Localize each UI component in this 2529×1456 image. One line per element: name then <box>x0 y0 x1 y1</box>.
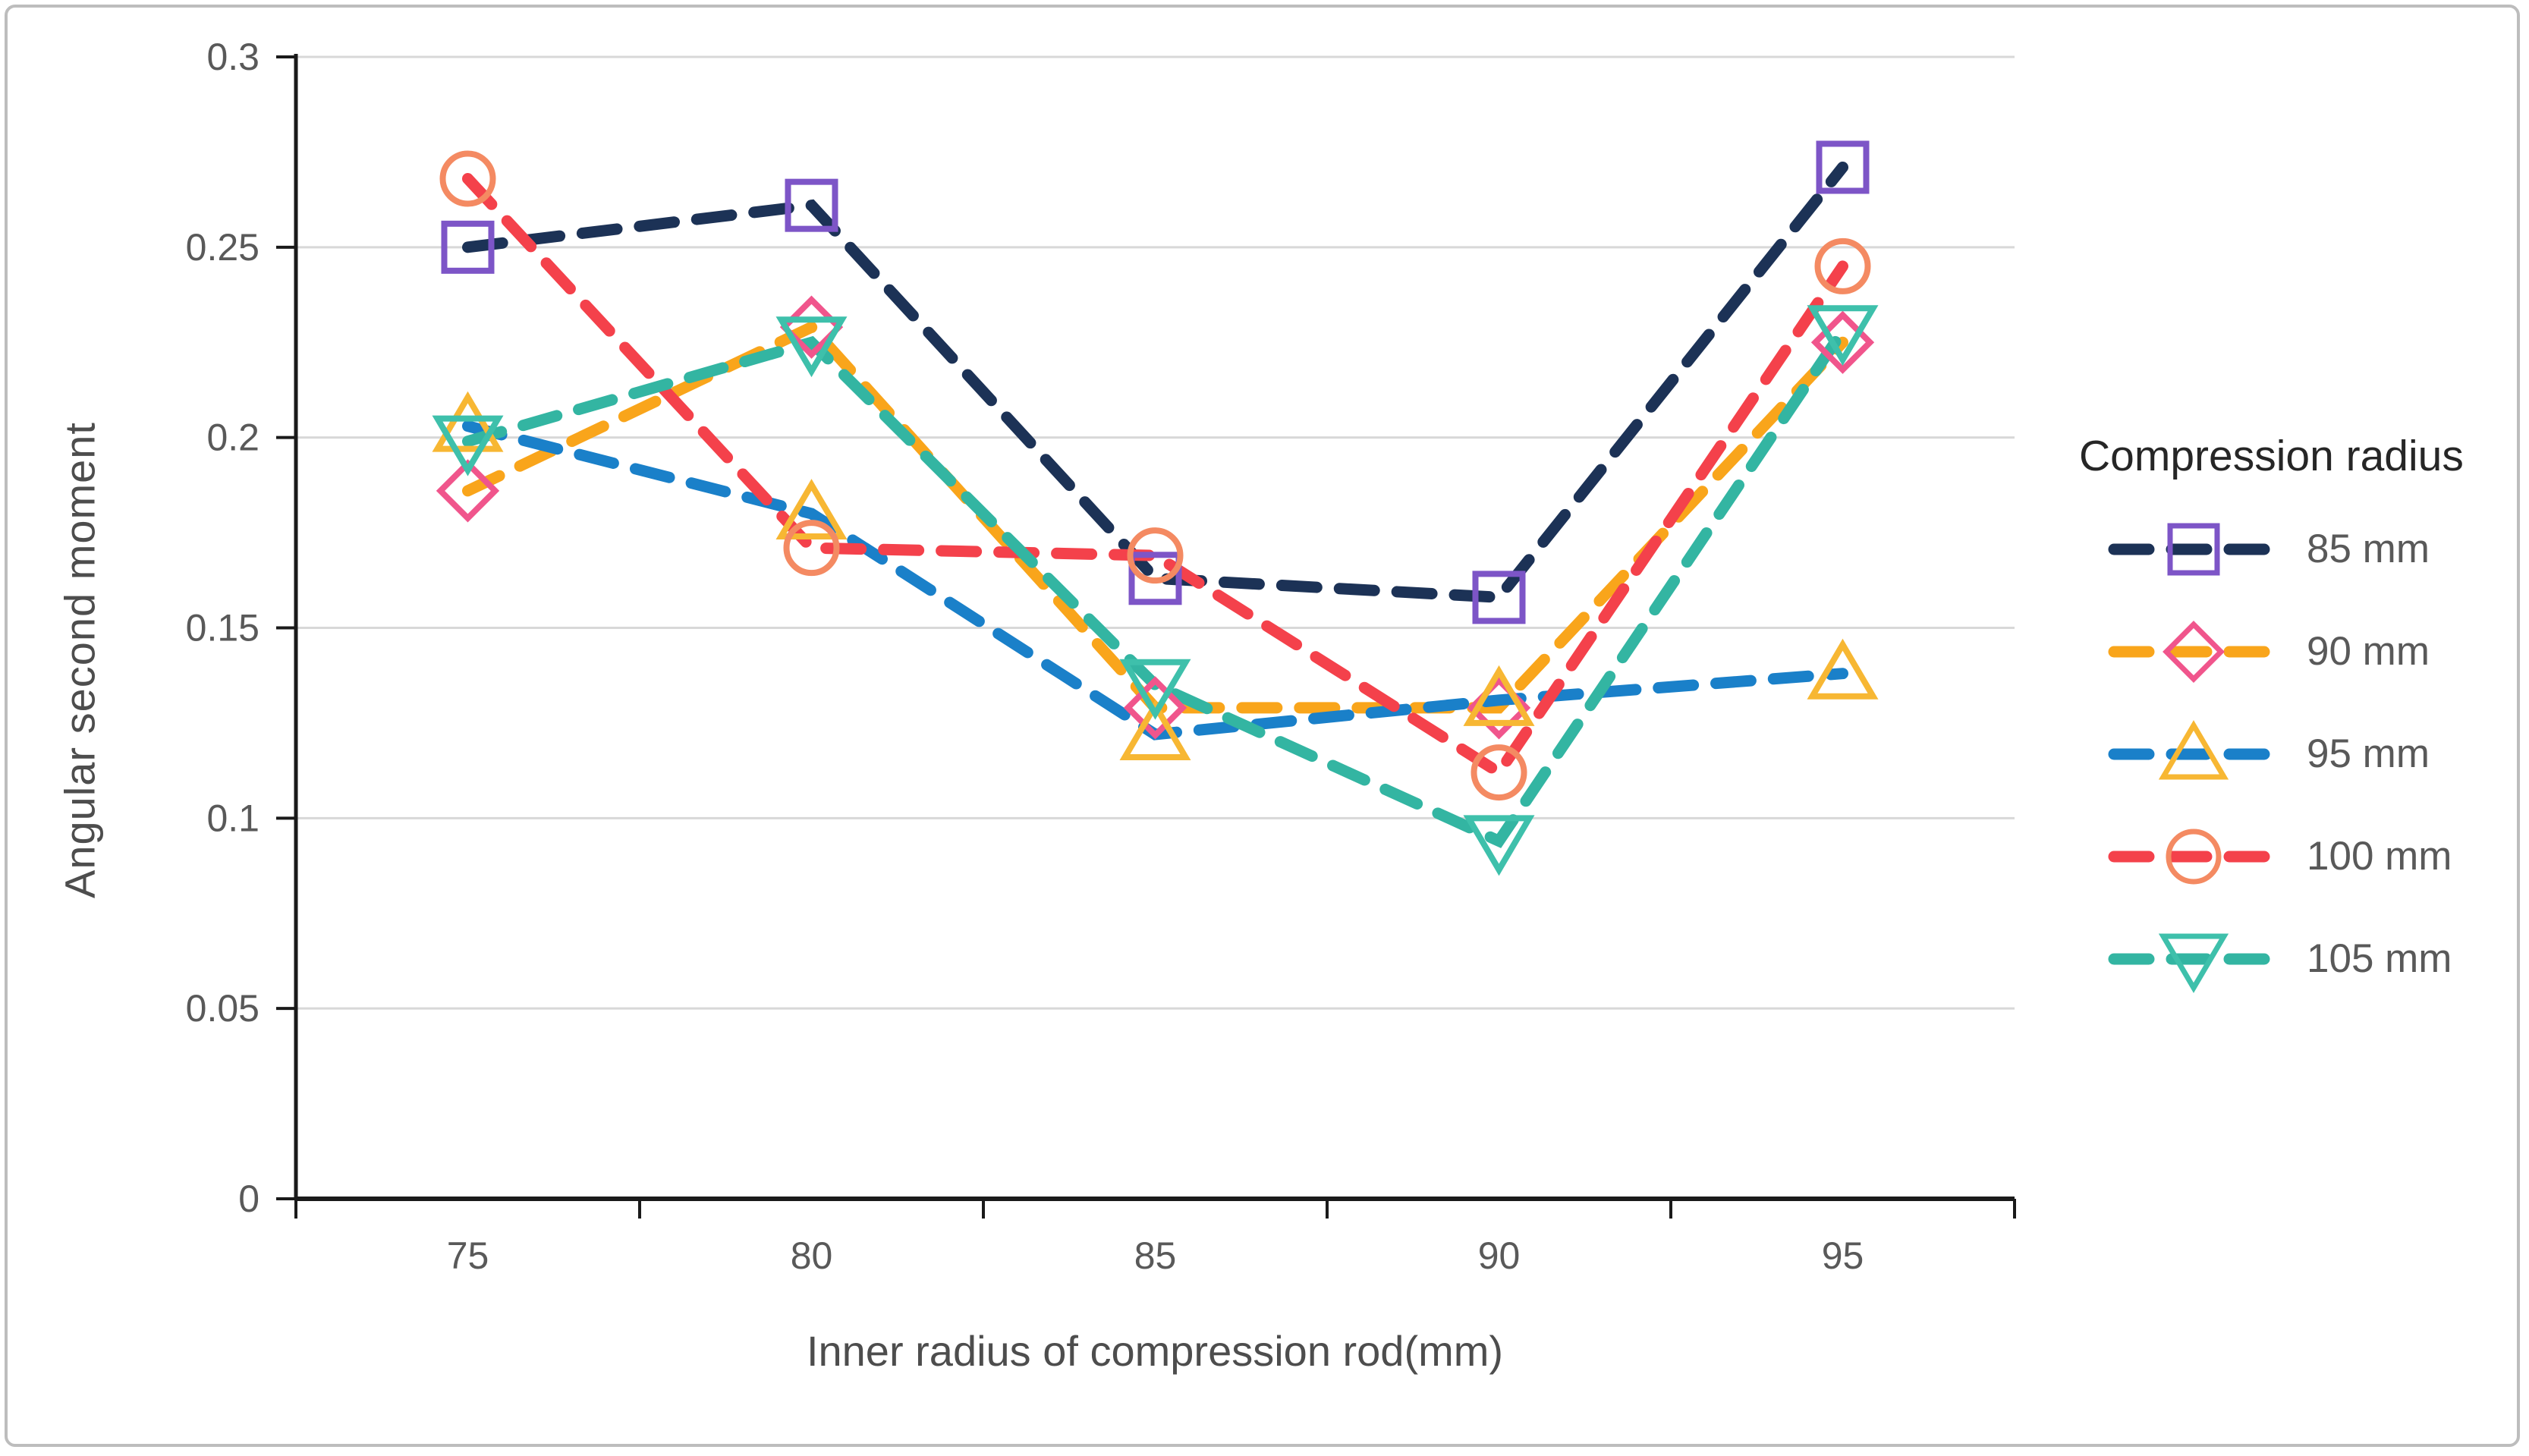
x-tick-label: 90 <box>1478 1234 1521 1277</box>
square-marker-icon <box>1472 571 1526 624</box>
diamond-marker-icon <box>436 459 500 523</box>
legend-label: 105 mm <box>2307 936 2452 981</box>
circle-marker-icon <box>439 150 496 207</box>
y-tick-label: 0.05 <box>186 987 260 1030</box>
triangle-down-marker-icon <box>775 316 848 378</box>
diamond-marker-icon <box>2163 620 2225 683</box>
triangle-down-marker-icon <box>2158 933 2229 993</box>
circle-marker-icon <box>783 520 840 577</box>
legend-swatch <box>2108 523 2279 575</box>
triangle-down-marker-icon <box>1119 659 1191 720</box>
triangle-up-marker-icon <box>1807 638 1879 700</box>
triangle-up-marker-icon <box>1463 665 1535 726</box>
y-tick-label: 0.1 <box>206 797 260 839</box>
triangle-down-marker-icon <box>1807 305 1879 366</box>
series-line-100-mm <box>462 173 1848 781</box>
legend-item-100-mm: 100 mm <box>2106 805 2516 907</box>
legend-label: 85 mm <box>2307 527 2430 571</box>
square-marker-icon <box>785 178 838 232</box>
legend: Compression radius 85 mm 90 mm 95 mm 100 mm… <box>2015 431 2516 1010</box>
y-axis-title-text: Angular second moment <box>55 421 104 899</box>
legend-swatch <box>2108 829 2279 884</box>
legend-label: 100 mm <box>2307 834 2452 879</box>
circle-marker-icon <box>1127 527 1184 584</box>
y-tick-label: 0 <box>238 1178 260 1220</box>
legend-item-105-mm: 105 mm <box>2106 907 2516 1010</box>
series-line-85-mm <box>462 161 1848 604</box>
square-marker-icon <box>441 220 495 274</box>
triangle-up-marker-icon <box>2158 719 2229 779</box>
x-tick-label: 85 <box>1134 1234 1177 1277</box>
legend-item-90-mm: 90 mm <box>2106 600 2516 703</box>
triangle-up-marker-icon <box>432 391 504 452</box>
triangle-up-marker-icon <box>1119 700 1191 760</box>
legend-title: Compression radius <box>2079 432 2464 480</box>
square-marker-icon <box>1128 552 1182 605</box>
legend-item-85-mm: 85 mm <box>2106 498 2516 600</box>
x-tick-label: 75 <box>447 1234 489 1277</box>
square-marker-icon <box>2167 523 2220 575</box>
circle-marker-icon <box>2166 829 2222 884</box>
legend-swatch <box>2108 719 2279 779</box>
series-line-90-mm <box>462 320 1848 714</box>
x-tick-label: 95 <box>1822 1234 1864 1277</box>
square-marker-icon <box>1816 140 1870 194</box>
triangle-down-marker-icon <box>1463 815 1535 876</box>
triangle-down-marker-icon <box>432 415 504 476</box>
y-tick-label: 0.3 <box>206 36 260 78</box>
y-tick-label: 0.25 <box>186 226 260 269</box>
legend-swatch <box>2108 933 2279 993</box>
circle-marker-icon <box>1471 744 1527 801</box>
diamond-marker-icon <box>1123 676 1187 740</box>
x-tick-label: 80 <box>791 1234 833 1277</box>
x-axis-title: Inner radius of compression rod(mm) <box>806 1327 1504 1375</box>
legend-item-95-mm: 95 mm <box>2106 703 2516 805</box>
legend-items: 85 mm 90 mm 95 mm 100 mm 105 mm <box>2015 498 2516 1010</box>
legend-label: 90 mm <box>2307 629 2430 674</box>
legend-label: 95 mm <box>2307 731 2430 776</box>
circle-marker-icon <box>1814 237 1871 294</box>
series-line-105-mm <box>462 325 1848 848</box>
y-tick-label: 0.15 <box>186 607 260 649</box>
triangle-up-marker-icon <box>775 479 848 539</box>
y-tick-label: 0.2 <box>206 417 260 459</box>
legend-swatch <box>2108 620 2279 683</box>
